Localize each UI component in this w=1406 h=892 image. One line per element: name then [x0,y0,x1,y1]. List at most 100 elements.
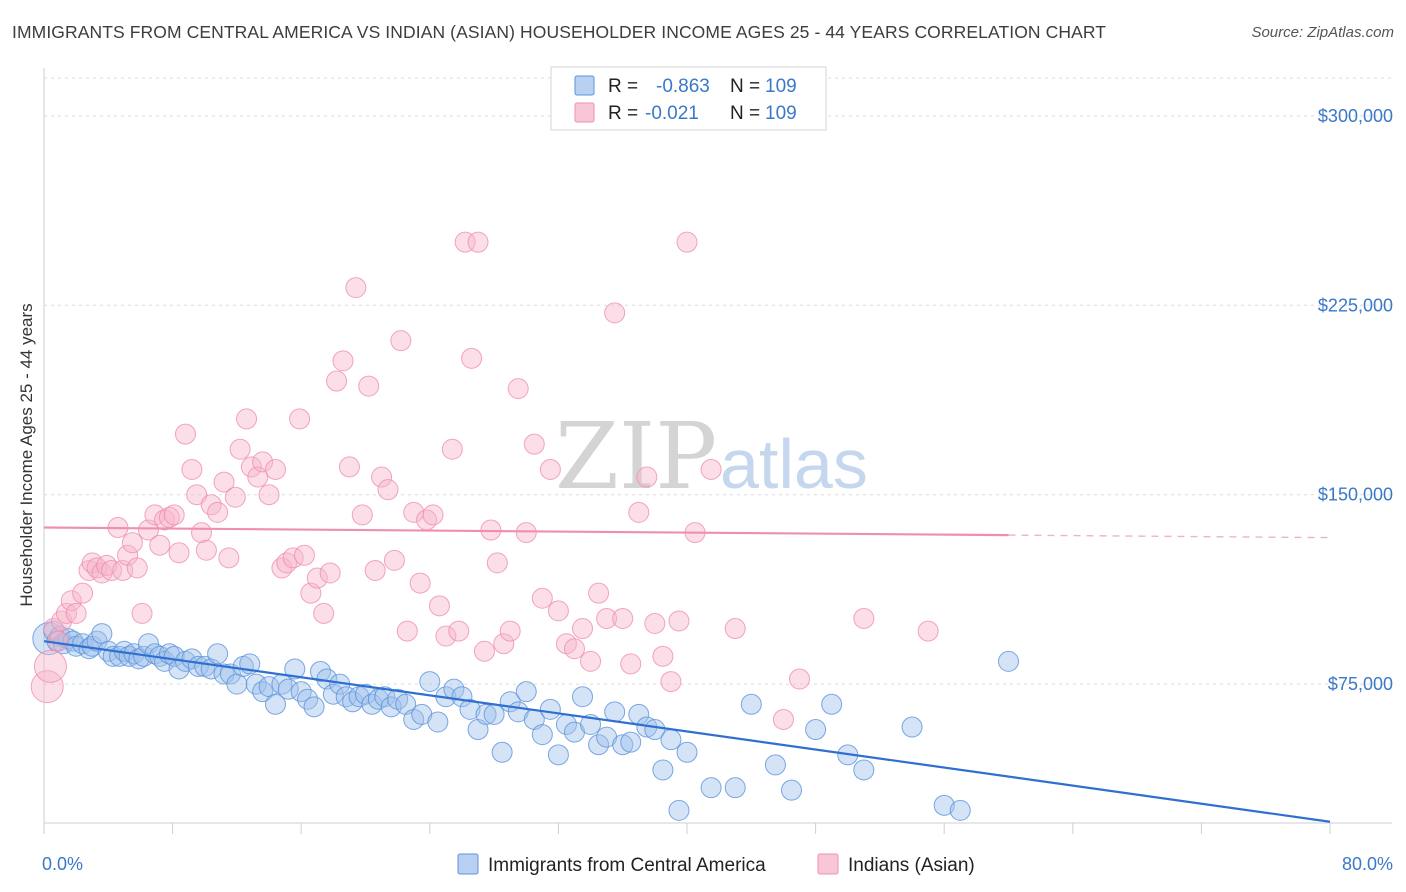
point-indian-asian-67 [409,572,431,594]
point-indian-asian-107 [772,708,794,730]
point-indian-asian-40 [240,456,262,478]
legend-n-label-2: N = [730,103,760,124]
point-indian-asian-90 [572,618,594,640]
point-central-america-12 [91,623,113,645]
point-central-america-73 [483,703,505,725]
point-indian-asian-27 [168,542,190,564]
point-indian-asian-29 [181,458,203,480]
chart-title: IMMIGRANTS FROM CENTRAL AMERICA VS INDIA… [12,22,1107,42]
point-indian-asian-6 [60,590,82,612]
point-indian-asian-84 [523,433,545,455]
legend-r-label-2: R = [608,103,638,124]
point-indian-asian-44 [264,458,286,480]
point-indian-asian-52 [313,602,335,624]
point-indian-asian-64 [390,330,412,352]
y-tick-label-0: $75,000 [1328,674,1393,694]
point-indian-asian-87 [547,600,569,622]
point-indian-asian-79 [486,552,508,574]
point-indian-asian-26 [163,504,185,526]
point-indian-asian-19 [126,557,148,579]
point-indian-asian-86 [539,458,561,480]
point-indian-asian-89 [563,638,585,660]
legend-n-value-2: 109 [765,103,797,124]
source-credit: Source: ZipAtlas.com [1251,24,1394,41]
point-indian-asian-39 [236,408,258,430]
point-central-america-42 [264,693,286,715]
trend-line-0 [43,640,1331,823]
point-central-america-94 [652,759,674,781]
point-indian-asian-65 [396,620,418,642]
point-central-america-48 [303,696,325,718]
point-indian-asian-97 [628,501,650,523]
legend-n-value-1: 109 [765,76,797,97]
point-central-america-72 [475,703,497,725]
point-indian-asian-80 [493,633,515,655]
point-indian-asian-38 [229,438,251,460]
point-indian-asian-69 [422,504,444,526]
legend-swatch-blue [574,75,595,96]
point-indian-asian-49 [293,544,315,566]
point-indian-asian-93 [596,607,618,629]
gridlines [44,77,1392,685]
point-indian-asian-100 [652,645,674,667]
trend-line-1-solid [43,526,1009,537]
point-indian-asian-95 [612,607,634,629]
trend-lines [43,526,1331,823]
point-central-america-110 [998,650,1019,672]
point-indian-asian-110 [917,620,939,642]
point-indian-asian-8 [72,582,94,604]
y-tick-label-3: $300,000 [1318,106,1393,126]
point-indian-asian-61 [371,466,393,488]
point-indian-asian-54 [326,370,348,392]
point-indian-asian-36 [218,547,240,569]
point-central-america-36 [226,673,248,695]
point-indian-asian-105 [700,458,722,480]
point-indian-asian-42 [252,451,274,473]
point-central-america-106 [853,759,875,781]
point-indian-asian-28 [174,423,196,445]
point-indian-asian-85 [531,587,553,609]
point-central-america-98 [700,777,722,799]
point-indian-asian-63 [383,549,405,571]
point-indian-asian-76 [467,231,489,253]
point-indian-asian-71 [435,625,457,647]
point-central-america-79 [531,724,553,746]
point-central-america-51 [322,683,344,705]
point-indian-asian-75 [461,347,483,369]
point-central-america-100 [740,693,762,715]
y-tick-label-1: $150,000 [1318,485,1393,505]
point-indian-asian-103 [676,231,698,253]
y-axis-label: Householder Income Ages 25 - 44 years [17,303,36,606]
point-indian-asian-106 [724,618,746,640]
x-tick-labels: 0.0% 80.0% [42,854,1393,874]
y-tick-labels: $75,000 $150,000 $225,000 $300,000 [1318,106,1393,694]
point-central-america-45 [284,658,306,680]
axes [43,68,1392,834]
point-indian-asian-48 [289,408,311,430]
point-indian-asian-51 [306,567,328,589]
point-central-america-44 [277,678,299,700]
legend-r-value-2: -0.021 [645,103,699,124]
point-central-america-84 [572,686,594,708]
point-central-america-103 [805,719,827,741]
point-central-america-26 [163,645,185,667]
point-indian-asian-77 [473,640,495,662]
point-central-america-69 [451,686,473,708]
point-central-america-108 [933,794,955,816]
point-central-america-107 [901,716,923,738]
point-indian-asian-101 [660,671,682,693]
point-central-america-33 [207,643,229,665]
bottom-legend-swatch-blue [457,853,479,875]
point-indian-asian-73 [448,620,470,642]
point-central-america-88 [604,701,626,723]
legend: R = -0.863 N = 109 R = -0.021 N = 109 [550,66,827,131]
point-indian-asian-32 [195,539,217,561]
point-central-america-101 [764,754,786,776]
point-central-america-96 [668,799,690,821]
point-central-america-65 [419,671,441,693]
point-indian-asian-37 [224,486,246,508]
trend-line-1-dashed [1008,534,1331,539]
point-indian-asian-43 [258,484,280,506]
point-indian-asian-55 [332,350,354,372]
point-indian-asian-81 [499,620,521,642]
